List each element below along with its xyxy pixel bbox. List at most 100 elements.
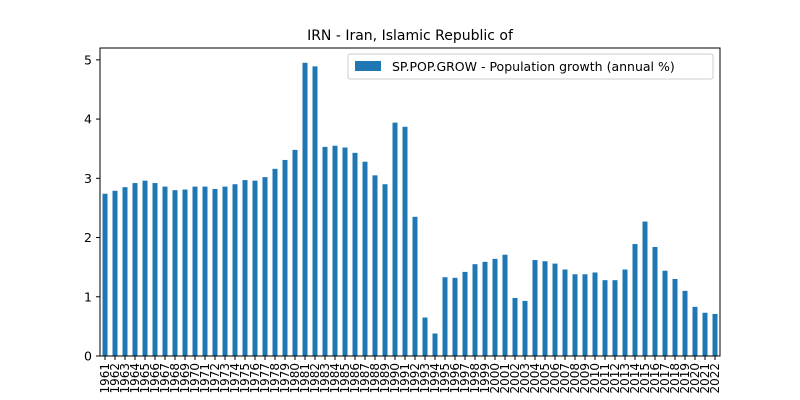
x-tick-label: 1992	[408, 363, 422, 394]
bar-1961	[102, 193, 108, 356]
bar-2003	[522, 300, 528, 356]
x-tick-label: 1994	[428, 363, 442, 394]
x-tick-label: 2006	[548, 363, 562, 394]
x-tick-label: 1969	[178, 363, 192, 394]
bar-1971	[202, 186, 208, 356]
bar-1963	[122, 187, 128, 356]
bar-2014	[632, 244, 638, 356]
bar-1983	[322, 146, 328, 356]
x-tick-label: 2007	[558, 363, 572, 394]
bar-1994	[432, 333, 438, 356]
y-tick-label: 0	[84, 349, 92, 364]
bar-1993	[422, 317, 428, 356]
x-tick-label: 2015	[638, 363, 652, 394]
bar-2004	[532, 260, 538, 356]
x-tick-label: 1995	[438, 363, 452, 394]
bar-1986	[352, 152, 358, 356]
bar-1965	[142, 180, 148, 356]
x-tick-label: 2004	[528, 363, 542, 394]
bar-1995	[442, 277, 448, 356]
x-axis: 1961196219631964196519661967196819691970…	[98, 356, 722, 394]
bar-2006	[552, 263, 558, 356]
x-tick-label: 1999	[478, 363, 492, 394]
y-tick-label: 1	[84, 289, 92, 304]
x-tick-label: 2017	[658, 363, 672, 394]
x-tick-label: 2019	[678, 363, 692, 394]
x-tick-label: 2020	[688, 363, 702, 394]
x-tick-label: 2008	[568, 363, 582, 394]
bar-1996	[452, 277, 458, 356]
x-tick-label: 1982	[308, 363, 322, 394]
bar-1970	[192, 186, 198, 356]
x-tick-label: 1964	[128, 363, 142, 394]
x-tick-label: 2010	[588, 363, 602, 394]
bar-1998	[472, 264, 478, 356]
bar-1966	[152, 183, 158, 356]
x-tick-label: 1962	[108, 363, 122, 394]
x-tick-label: 2011	[598, 363, 612, 394]
bar-2011	[602, 280, 608, 356]
bar-2016	[652, 247, 658, 356]
x-tick-label: 2012	[608, 363, 622, 394]
x-tick-label: 1963	[118, 363, 132, 394]
y-tick-label: 4	[84, 112, 92, 127]
bar-1964	[132, 183, 138, 356]
chart-title: IRN - Iran, Islamic Republic of	[307, 28, 514, 44]
bar-1985	[342, 147, 348, 356]
bar-1979	[282, 159, 288, 356]
bar-2007	[562, 269, 568, 356]
x-tick-label: 1968	[168, 363, 182, 394]
x-tick-label: 1983	[318, 363, 332, 394]
bar-1975	[242, 180, 248, 356]
x-tick-label: 1998	[468, 363, 482, 394]
x-tick-label: 1961	[98, 363, 112, 394]
legend: SP.POP.GROW - Population growth (annual …	[347, 53, 714, 80]
bar-2005	[542, 261, 548, 356]
x-tick-label: 1965	[138, 363, 152, 394]
x-tick-label: 1979	[278, 363, 292, 394]
bar-1997	[462, 271, 468, 356]
x-tick-label: 1978	[268, 363, 282, 394]
bar-2002	[512, 297, 518, 356]
bar-1990	[392, 122, 398, 356]
bar-1967	[162, 186, 168, 356]
x-tick-label: 2018	[668, 363, 682, 394]
x-tick-label: 1975	[238, 363, 252, 394]
bar-1984	[332, 145, 338, 356]
bar-1972	[212, 188, 218, 356]
x-tick-label: 2001	[498, 363, 512, 394]
x-tick-label: 1974	[228, 363, 242, 394]
x-tick-label: 2014	[628, 363, 642, 394]
bar-1962	[112, 190, 118, 356]
x-tick-label: 2013	[618, 363, 632, 394]
bar-1982	[312, 66, 318, 357]
x-tick-label: 1987	[358, 363, 372, 394]
x-tick-label: 1972	[208, 363, 222, 394]
bar-2021	[702, 312, 708, 356]
x-tick-label: 1988	[368, 363, 382, 394]
bar-1980	[292, 149, 298, 356]
bar-2009	[582, 274, 588, 356]
x-tick-label: 1981	[298, 363, 312, 394]
x-tick-label: 1990	[388, 363, 402, 394]
bar-2020	[692, 306, 698, 356]
y-tick-label: 5	[84, 52, 92, 67]
x-tick-label: 1986	[348, 363, 362, 394]
x-tick-label: 1970	[188, 363, 202, 394]
bar-1981	[302, 62, 308, 357]
plot-frame	[99, 47, 721, 357]
bar-2001	[502, 254, 508, 356]
bar-2008	[572, 274, 578, 356]
bar-2010	[592, 272, 598, 356]
bar-1968	[172, 190, 178, 356]
x-tick-label: 1977	[258, 363, 272, 394]
x-tick-label: 1967	[158, 363, 172, 394]
x-tick-label: 1966	[148, 363, 162, 394]
x-tick-label: 1989	[378, 363, 392, 394]
bar-1973	[222, 186, 228, 356]
y-tick-label: 3	[84, 171, 92, 186]
bar-group	[102, 62, 718, 357]
bar-1992	[412, 216, 418, 356]
legend-swatch	[355, 61, 381, 71]
